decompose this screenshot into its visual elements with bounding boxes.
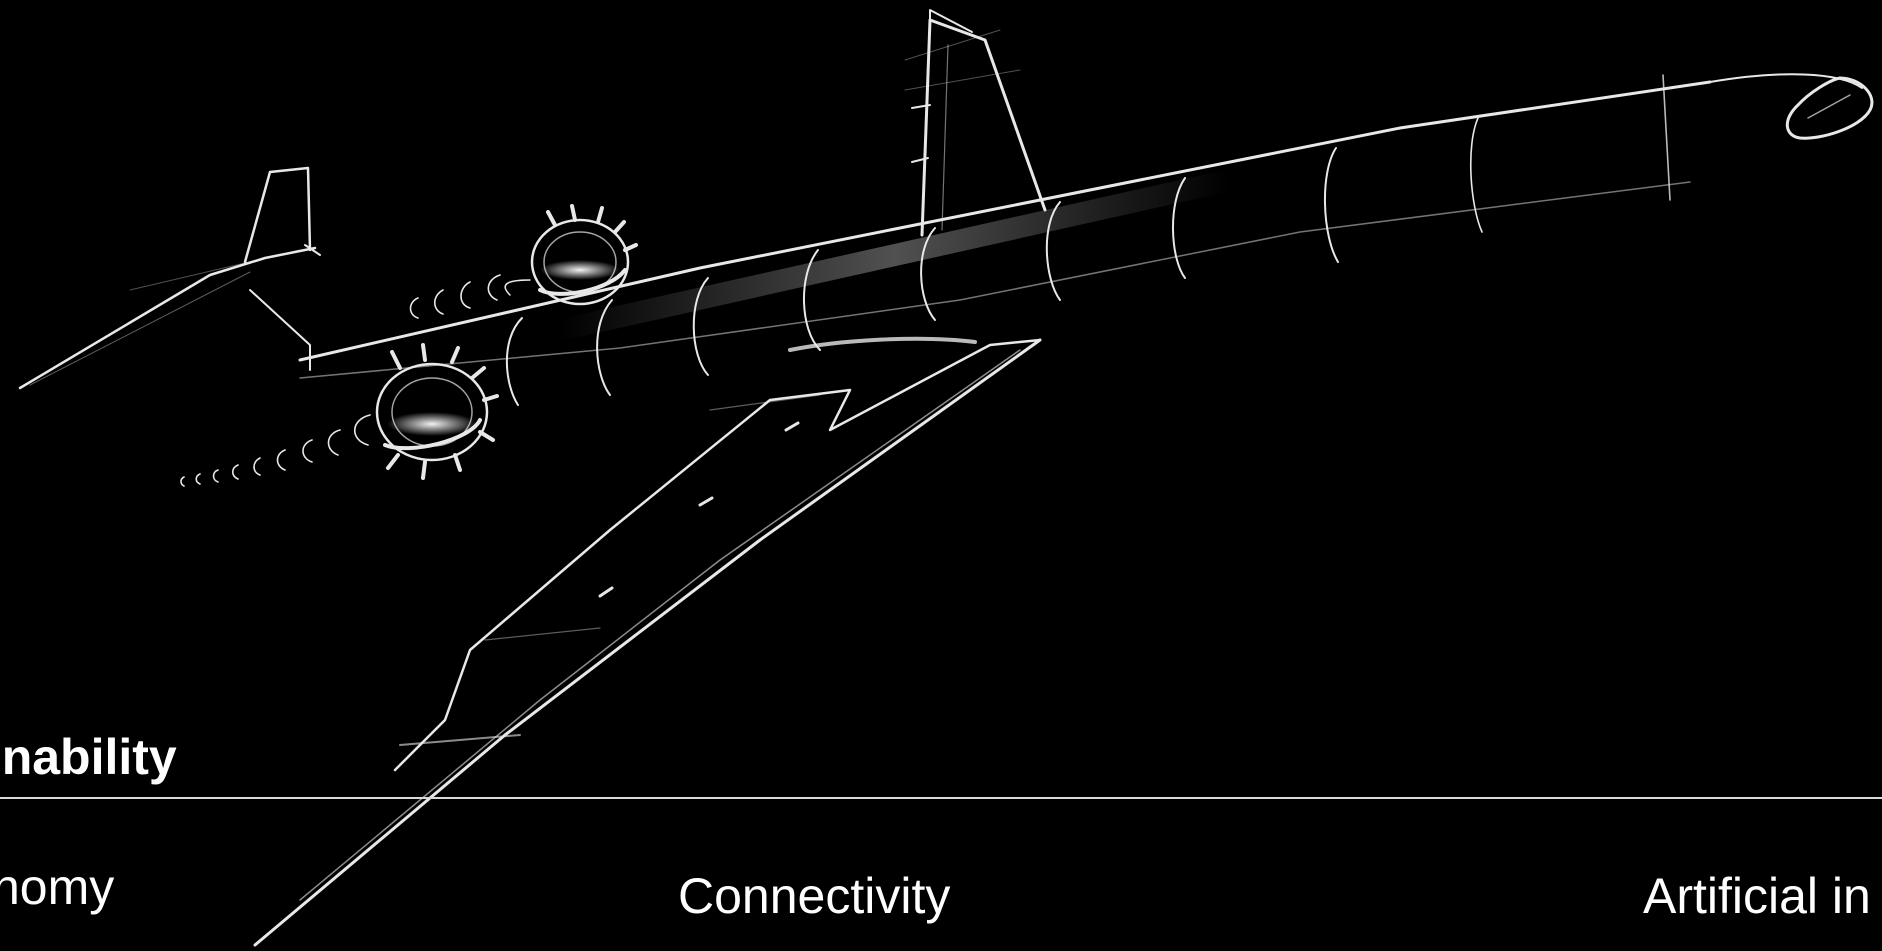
upper-engine [409,204,638,319]
topic-connectivity-label: Connectivity [678,868,951,924]
topic-left-label: nomy [0,859,115,915]
topic-right-label: Artificial in [1643,868,1871,924]
divider-line [0,797,1882,799]
nose [1785,76,1874,140]
upper-engine-glow [540,260,620,280]
section-heading: ainability [0,729,177,785]
horizontal-tail [18,166,321,390]
main-wing [253,336,1042,947]
lower-engine-glow [387,412,477,436]
fuselage [298,73,1863,406]
vertical-fin [904,9,1047,237]
